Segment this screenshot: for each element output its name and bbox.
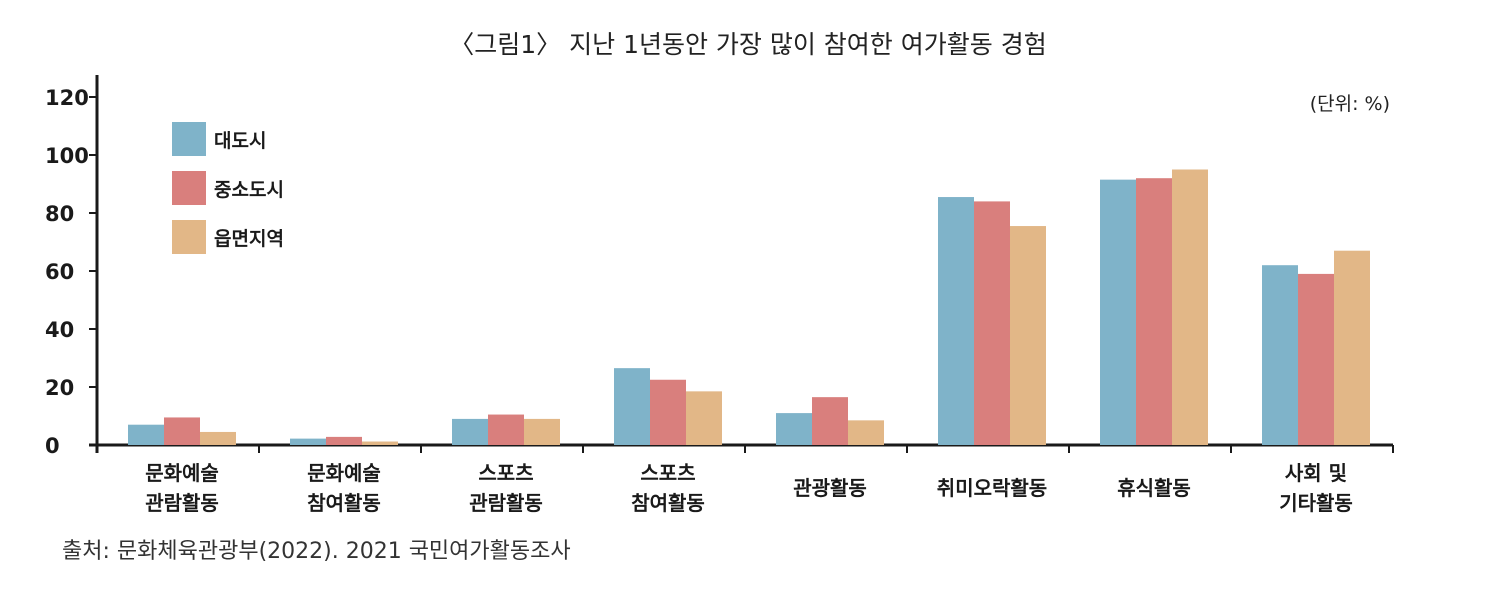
bar <box>164 417 200 445</box>
legend-label: 중소도시 <box>214 179 284 201</box>
y-tick-label: 20 <box>45 376 74 400</box>
y-tick-label: 60 <box>45 260 74 284</box>
bar <box>614 368 650 445</box>
y-tick-label: 40 <box>45 318 74 342</box>
bar <box>938 197 974 445</box>
unit-label: (단위: %) <box>1310 93 1390 115</box>
chart-title: 〈그림1〉 지난 1년동안 가장 많이 참여한 여가활동 경험 <box>449 30 1046 59</box>
bar <box>1172 169 1208 445</box>
y-tick-label: 100 <box>45 144 89 168</box>
category-label: 스포츠 <box>478 461 533 485</box>
bar <box>1136 178 1172 445</box>
bar <box>128 424 164 445</box>
category-label: 참여활동 <box>307 491 381 515</box>
category-label: 스포츠 <box>640 461 695 485</box>
category-label: 기타활동 <box>1279 491 1353 515</box>
category-label: 참여활동 <box>631 491 705 515</box>
bar <box>290 438 326 445</box>
bar <box>326 436 362 445</box>
bar <box>1100 179 1136 445</box>
legend-swatch <box>172 220 206 254</box>
category-label: 사회 및 <box>1285 461 1347 485</box>
bar <box>974 201 1010 445</box>
bar <box>1262 265 1298 445</box>
category-label: 관람활동 <box>469 491 543 515</box>
bar <box>1334 250 1370 445</box>
source-note: 출처: 문화체육관광부(2022). 2021 국민여가활동조사 <box>62 539 571 564</box>
category-label: 문화예술 <box>307 461 381 485</box>
bar <box>1010 226 1046 445</box>
category-label: 취미오락활동 <box>937 476 1047 500</box>
legend-label: 대도시 <box>214 130 266 152</box>
legend-label: 읍면지역 <box>214 228 284 250</box>
y-tick-label: 0 <box>45 434 60 458</box>
bar <box>524 418 560 445</box>
bar <box>650 379 686 445</box>
category-label: 관람활동 <box>145 491 219 515</box>
bar <box>488 414 524 445</box>
y-axis-ticks: 0 20 40 60 80 100 120 <box>45 86 97 458</box>
bar <box>452 418 488 445</box>
bar-series <box>128 169 1370 445</box>
y-tick-label: 120 <box>45 86 89 110</box>
category-label: 휴식활동 <box>1117 476 1191 500</box>
legend-swatch <box>172 171 206 205</box>
bar <box>776 413 812 445</box>
bar <box>848 420 884 445</box>
bar <box>812 397 848 445</box>
bar <box>362 441 398 445</box>
bar <box>686 391 722 445</box>
y-tick-label: 80 <box>45 202 74 226</box>
legend-swatch <box>172 122 206 156</box>
bar <box>1298 273 1334 445</box>
category-label: 관광활동 <box>793 476 867 500</box>
category-label: 문화예술 <box>145 461 219 485</box>
bar <box>200 431 236 445</box>
